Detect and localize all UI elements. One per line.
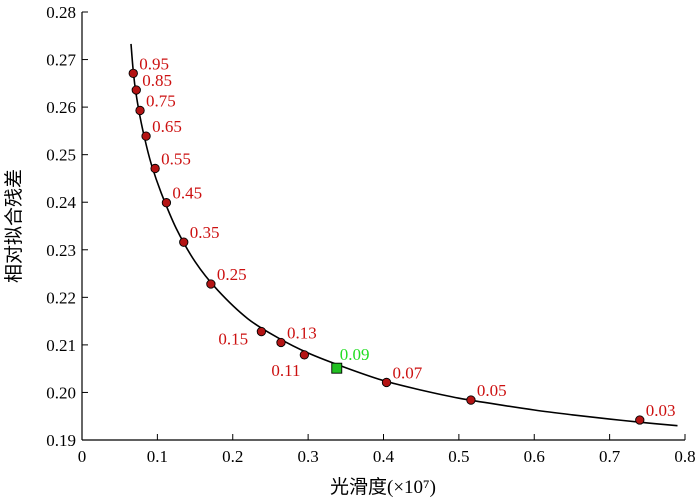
x-tick-label: 0.1 [147, 447, 168, 466]
y-tick-label: 0.26 [46, 98, 76, 117]
y-tick-label: 0.25 [46, 146, 76, 165]
data-label: 0.07 [393, 363, 423, 382]
data-label: 0.13 [287, 324, 317, 343]
points-layer: 0.950.850.75 0.65 0.55 0.45 0.35 0.25 0.15 0.13… [128, 54, 676, 425]
data-label: 0.85 [142, 71, 172, 90]
data-point [466, 395, 476, 405]
data-point [131, 85, 141, 95]
data-point [135, 105, 145, 116]
optimal-point-marker [331, 362, 343, 374]
data-label: 0.55 [161, 149, 191, 168]
data-point [276, 337, 286, 348]
data-point [256, 326, 267, 337]
optimal-point-label: 0.09 [340, 345, 370, 364]
x-tick-label: 0.2 [222, 447, 243, 466]
y-tick-label: 0.23 [46, 241, 76, 260]
axes: 0 0.1 0.2 0.3 0.4 0.5 0.6 0.7 0.8 0.19 0.20 0.21 0.2… [46, 3, 695, 466]
data-label: 0.25 [217, 265, 247, 284]
data-label: 0.05 [477, 381, 507, 400]
data-point [179, 237, 189, 247]
data-label: 0.15 [218, 330, 248, 349]
data-label: 0.65 [152, 117, 182, 136]
x-axis-label: 光滑度(×10⁷) [330, 476, 436, 498]
y-tick-label: 0.28 [46, 3, 76, 22]
data-label: 0.03 [646, 401, 676, 420]
y-tick-label: 0.21 [46, 336, 76, 355]
data-label: 0.11 [271, 361, 300, 380]
y-tick-label: 0.24 [46, 193, 76, 212]
x-tick-label: 0.4 [373, 447, 395, 466]
data-point [161, 198, 172, 208]
data-point [635, 415, 645, 425]
x-tick-label: 0.5 [448, 447, 469, 466]
data-point [141, 131, 151, 141]
data-point [299, 350, 310, 360]
x-tick-label: 0 [78, 447, 87, 466]
x-tick-label: 0.8 [674, 447, 695, 466]
curve-layer [130, 43, 678, 427]
data-point [150, 163, 160, 174]
x-tick-label: 0.3 [298, 447, 319, 466]
y-axis-label: 相对拟合残差 [3, 169, 25, 283]
data-point [381, 377, 392, 388]
y-tick-label: 0.22 [46, 288, 76, 307]
data-label: 0.95 [139, 54, 169, 73]
y-tick-label: 0.27 [46, 51, 76, 70]
data-label: 0.35 [190, 223, 220, 242]
x-tick-label: 0.7 [599, 447, 621, 466]
fit-curve [130, 43, 678, 427]
y-tick-label: 0.19 [46, 431, 76, 450]
data-point [206, 279, 216, 289]
data-label: 0.45 [172, 184, 202, 203]
data-label: 0.75 [146, 91, 176, 110]
data-point [128, 68, 138, 78]
x-tick-label: 0.6 [524, 447, 545, 466]
y-tick-label: 0.20 [46, 383, 76, 402]
